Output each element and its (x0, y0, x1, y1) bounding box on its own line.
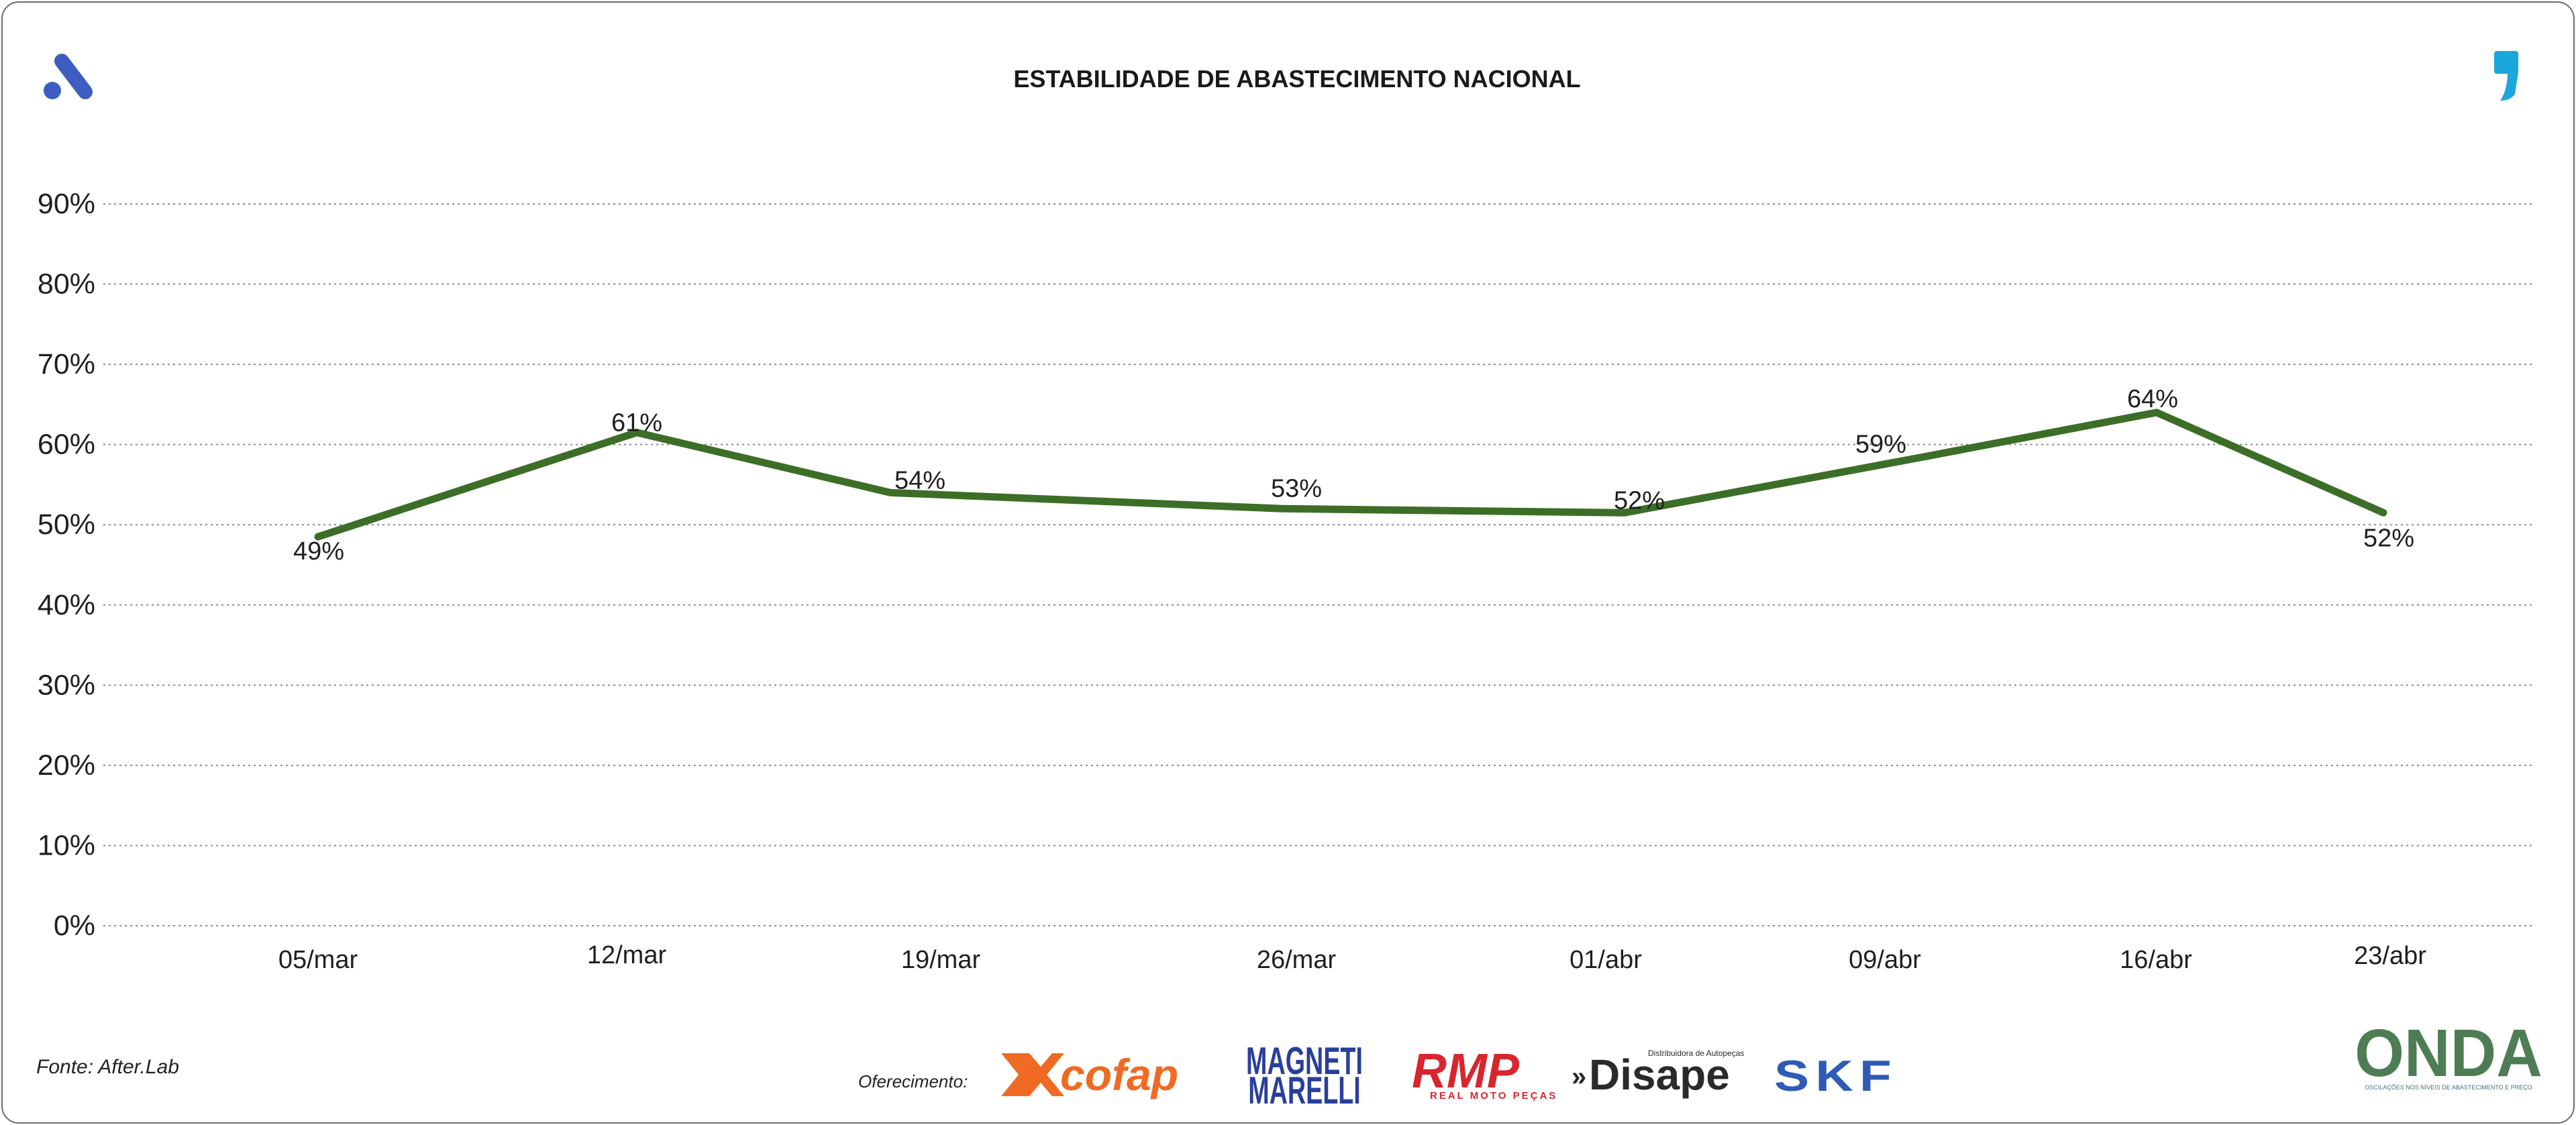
x-tick-label: 26/mar (1257, 946, 1337, 974)
marelli-text: MARELLI (1248, 1069, 1361, 1112)
data-label: 61% (611, 409, 662, 437)
data-label: 52% (2363, 524, 2414, 552)
series-line-estabilidade (314, 409, 2387, 541)
y-tick-label: 80% (38, 268, 95, 301)
onda-subtext: OSCILAÇÕES NOS NÍVEIS DE ABASTECIMENTO E… (2365, 1084, 2532, 1091)
data-labels: 49% 61% 54% 53% 52% 59% 64% 52% (293, 385, 2414, 566)
x-tick-label: 12/mar (587, 941, 667, 969)
y-tick-label: 20% (38, 749, 95, 782)
x-tick-label: 23/abr (2354, 942, 2426, 970)
y-tick-label: 40% (38, 589, 95, 621)
data-label: 52% (1614, 486, 1665, 515)
x-tick-label: 05/mar (278, 946, 358, 974)
chart-canvas: ESTABILIDADE DE ABASTECIMENTO NACIONAL 0… (36, 51, 2542, 1112)
y-tick-label: 10% (38, 829, 95, 861)
data-label: 54% (894, 466, 945, 494)
magneti-text: MAGNETI (1246, 1040, 1363, 1083)
skf-logo: SKF (1774, 1052, 1898, 1100)
magneti-marelli-logo: MAGNETI MARELLI (1246, 1040, 1363, 1112)
cofap-logo: cofap (1001, 1050, 1178, 1100)
y-tick-label: 0% (54, 910, 95, 942)
x-tick-label: 01/abr (1569, 946, 1642, 974)
brand-logo-icon (44, 54, 93, 99)
y-tick-label: 50% (38, 508, 95, 541)
skf-text: SKF (1774, 1052, 1898, 1100)
cofap-text: cofap (1060, 1050, 1178, 1100)
disape-text: Disape (1589, 1051, 1730, 1099)
data-label: 53% (1271, 474, 1322, 502)
data-label: 64% (2127, 385, 2178, 413)
chart-title: ESTABILIDADE DE ABASTECIMENTO NACIONAL (1013, 65, 1580, 93)
y-axis-ticks: 0% 10% 20% 30% 40% 50% 60% 70% 80% 90% (38, 188, 95, 942)
onda-text: ONDA (2355, 1016, 2542, 1091)
disape-logo: » Disape Distribuidora de Autopeças (1572, 1049, 1744, 1099)
x-tick-label: 19/mar (901, 946, 981, 974)
onda-logo: ONDA OSCILAÇÕES NOS NÍVEIS DE ABASTECIME… (2355, 1016, 2542, 1091)
quote-icon (2494, 51, 2518, 101)
x-axis-ticks: 05/mar 12/mar 19/mar 26/mar 01/abr 09/abr 16/a… (278, 941, 2426, 974)
y-tick-label: 90% (38, 188, 95, 220)
rmp-subtext: REAL MOTO PEÇAS (1430, 1090, 1557, 1102)
rmp-logo: RMP REAL MOTO PEÇAS (1412, 1044, 1557, 1102)
data-label: 59% (1855, 431, 1906, 459)
x-tick-label: 16/abr (2120, 946, 2192, 974)
y-tick-label: 70% (38, 348, 95, 380)
disape-subtext: Distribuidora de Autopeças (1648, 1049, 1744, 1058)
rmp-text: RMP (1412, 1044, 1520, 1098)
svg-text:»: » (1572, 1062, 1586, 1091)
data-label: 49% (293, 537, 344, 566)
source-text: Fonte: After.Lab (36, 1056, 179, 1078)
gridlines (103, 203, 2532, 926)
x-tick-label: 09/abr (1849, 946, 1921, 974)
y-tick-label: 60% (38, 429, 95, 461)
sponsors-label: Oferecimento: (858, 1071, 968, 1091)
y-tick-label: 30% (38, 669, 95, 701)
